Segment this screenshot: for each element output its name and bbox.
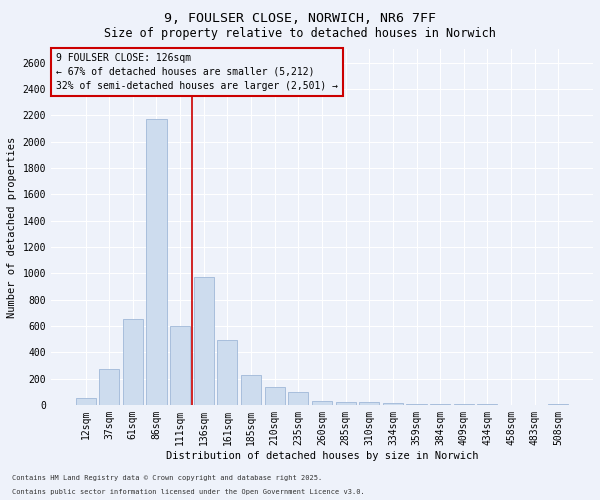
Text: Contains HM Land Registry data © Crown copyright and database right 2025.: Contains HM Land Registry data © Crown c… [12,475,322,481]
Bar [123,320,143,405]
Bar [99,370,119,405]
Bar [265,387,285,405]
Bar [430,404,450,405]
Bar [76,398,95,405]
Text: Contains public sector information licensed under the Open Government Licence v3: Contains public sector information licen… [12,489,365,495]
Bar [217,340,238,405]
Bar [312,401,332,405]
Text: Size of property relative to detached houses in Norwich: Size of property relative to detached ho… [104,28,496,40]
Bar [406,404,427,405]
Y-axis label: Number of detached properties: Number of detached properties [7,136,17,318]
X-axis label: Distribution of detached houses by size in Norwich: Distribution of detached houses by size … [166,450,478,460]
Bar [170,326,190,405]
Bar [454,404,474,405]
Bar [478,404,497,405]
Text: 9 FOULSER CLOSE: 126sqm
← 67% of detached houses are smaller (5,212)
32% of semi: 9 FOULSER CLOSE: 126sqm ← 67% of detache… [56,53,338,91]
Bar [146,118,167,405]
Text: 9, FOULSER CLOSE, NORWICH, NR6 7FF: 9, FOULSER CLOSE, NORWICH, NR6 7FF [164,12,436,26]
Bar [241,374,261,405]
Bar [288,392,308,405]
Bar [194,276,214,405]
Bar [548,404,568,405]
Bar [383,403,403,405]
Bar [359,402,379,405]
Bar [335,402,356,405]
